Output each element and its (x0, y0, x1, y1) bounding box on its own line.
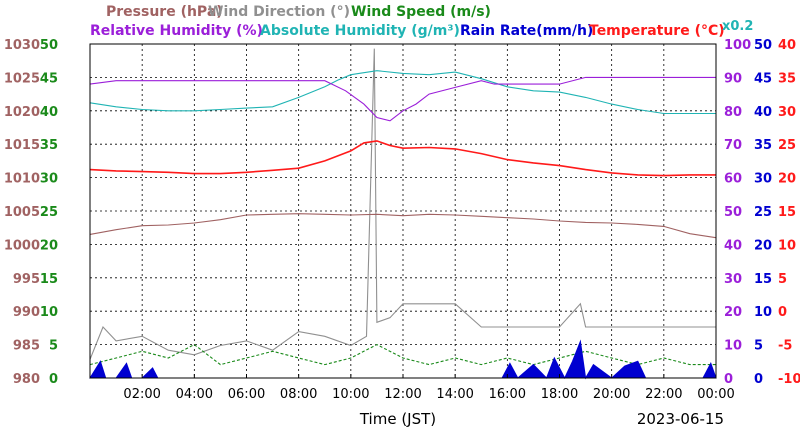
x-tick-label: 02:00 (123, 387, 160, 402)
wind-speed-tick: 30 (40, 172, 58, 187)
rh-tick: 100 (724, 38, 751, 53)
series-temperature-c (89, 140, 716, 177)
rain-tick: 5 (754, 339, 763, 354)
rain-tick: 20 (754, 238, 772, 253)
pressure-tick: 995 (13, 272, 40, 287)
wind-speed-tick: 15 (40, 272, 58, 287)
x-tick-label: 04:00 (176, 387, 213, 402)
right-axes: 0102030405060708090100051015202530354045… (724, 38, 800, 387)
rain-tick: 50 (754, 38, 772, 53)
rain-tick: 35 (754, 138, 772, 153)
temp-tick: 35 (778, 71, 796, 86)
x-tick-label: 10:00 (332, 387, 369, 402)
grid-lines (90, 44, 716, 378)
x-tick-label: 16:00 (489, 387, 526, 402)
series-absolute-humidity-g-m (89, 70, 716, 115)
rh-tick: 60 (724, 172, 742, 187)
left-axes: 9809859909951000100510101015102010251030… (4, 38, 58, 387)
pressure-tick: 1000 (4, 238, 40, 253)
pressure-tick: 1020 (4, 105, 40, 120)
legend-relative-humidity: Relative Humidity (%) (90, 23, 263, 39)
x-axis-label: Time (JST) (359, 410, 436, 428)
temp-tick: 0 (778, 305, 787, 320)
series-wind-direction (89, 48, 716, 360)
temp-tick: 40 (778, 38, 796, 53)
wind-speed-tick: 45 (40, 71, 58, 86)
pressure-tick: 990 (13, 305, 40, 320)
temp-tick: 20 (778, 172, 796, 187)
series-pressure-hpa (89, 213, 717, 239)
rh-tick: 30 (724, 272, 742, 287)
wind-speed-tick: 35 (40, 138, 58, 153)
wind-speed-tick: 5 (49, 339, 58, 354)
rh-tick: 40 (724, 238, 742, 253)
temp-tick: -5 (778, 339, 792, 354)
wind-speed-tick: 0 (49, 372, 58, 387)
scale-note: x0.2 (722, 19, 753, 34)
date-label: 2023-06-15 (637, 410, 724, 428)
rh-tick: 10 (724, 339, 742, 354)
x-tick-label: 00:00 (697, 387, 734, 402)
temp-tick: -10 (778, 372, 800, 387)
rh-tick: 70 (724, 138, 742, 153)
legend-wind-direction: Wind Direction (°) (208, 4, 350, 20)
rh-tick: 0 (724, 372, 733, 387)
legend-rain-rate: Rain Rate(mm/h) (460, 23, 593, 39)
rh-tick: 20 (724, 305, 742, 320)
x-tick-label: 08:00 (280, 387, 317, 402)
x-tick-label: 22:00 (645, 387, 682, 402)
pressure-tick: 1030 (4, 38, 40, 53)
wind-speed-tick: 20 (40, 238, 58, 253)
temp-tick: 15 (778, 205, 796, 220)
temp-tick: 5 (778, 272, 787, 287)
rh-tick: 80 (724, 105, 742, 120)
series-layer (89, 48, 717, 380)
rain-tick: 10 (754, 305, 772, 320)
x-tick-label: 20:00 (593, 387, 630, 402)
rain-tick: 0 (754, 372, 763, 387)
pressure-tick: 985 (13, 339, 40, 354)
series-relative-humidity (89, 76, 716, 122)
rain-tick: 30 (754, 172, 772, 187)
series-wind-speed-m-s (89, 343, 716, 366)
pressure-tick: 1005 (4, 205, 40, 220)
wind-speed-tick: 50 (40, 38, 58, 53)
rh-tick: 90 (724, 71, 742, 86)
x-tick-label: 06:00 (228, 387, 265, 402)
x-axis: 02:00 04:00 06:00 08:00 10:00 12:00 14:00 16:00… (123, 374, 735, 402)
temp-tick: 25 (778, 138, 796, 153)
pressure-tick: 980 (13, 372, 40, 387)
x-tick-label: 12:00 (384, 387, 421, 402)
pressure-tick: 1025 (4, 71, 40, 86)
legend-pressure: Pressure (hPa) (106, 4, 223, 20)
legend-absolute-humidity: Absolute Humidity (g/m³) (260, 23, 460, 39)
x-tick-label: 18:00 (541, 387, 578, 402)
rain-tick: 40 (754, 105, 772, 120)
temp-tick: 10 (778, 238, 796, 253)
rh-tick: 50 (724, 205, 742, 220)
wind-speed-tick: 10 (40, 305, 58, 320)
pressure-tick: 1015 (4, 138, 40, 153)
rain-tick: 15 (754, 272, 772, 287)
legend-temperature: Temperature (°C) (589, 23, 725, 39)
rain-tick: 25 (754, 205, 772, 220)
temp-tick: 30 (778, 105, 796, 120)
legend-wind-speed: Wind Speed (m/s) (351, 4, 491, 20)
pressure-tick: 1010 (4, 172, 40, 187)
rain-tick: 45 (754, 71, 772, 86)
wind-speed-tick: 25 (40, 205, 58, 220)
x-tick-label: 14:00 (436, 387, 473, 402)
wind-speed-tick: 40 (40, 105, 58, 120)
